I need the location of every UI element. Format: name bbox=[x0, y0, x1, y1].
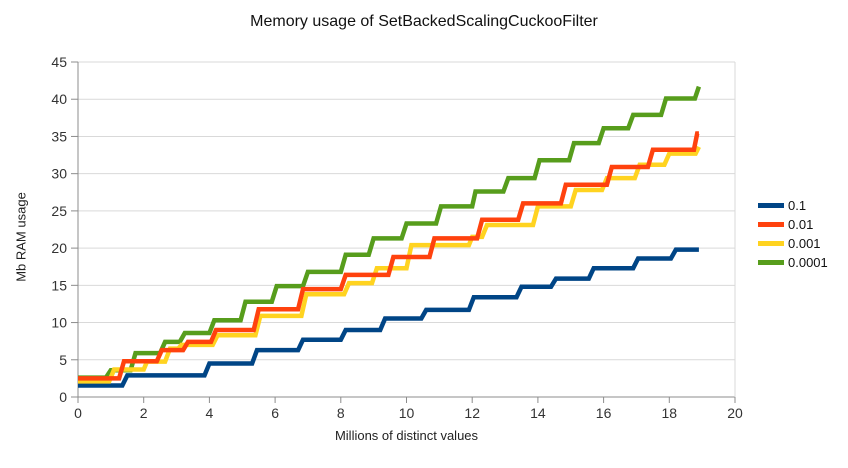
x-tick-label: 18 bbox=[662, 405, 678, 421]
y-tick-label: 20 bbox=[51, 240, 67, 256]
x-tick-label: 6 bbox=[271, 405, 279, 421]
x-tick-label: 20 bbox=[727, 405, 743, 421]
x-tick-label: 12 bbox=[464, 405, 480, 421]
series-line-0.01 bbox=[78, 131, 700, 381]
x-tick-label: 16 bbox=[596, 405, 612, 421]
legend-line-swatch bbox=[758, 241, 784, 246]
legend-line-swatch bbox=[758, 203, 784, 208]
x-tick-label: 4 bbox=[206, 405, 214, 421]
series-line-0.1 bbox=[78, 247, 699, 388]
y-tick-label: 40 bbox=[51, 91, 67, 107]
y-tick-label: 25 bbox=[51, 203, 67, 219]
legend-item: 0.001 bbox=[758, 234, 828, 253]
x-tick-label: 10 bbox=[399, 405, 415, 421]
legend-item: 0.01 bbox=[758, 215, 828, 234]
y-tick-label: 35 bbox=[51, 128, 67, 144]
y-tick-label: 30 bbox=[51, 166, 67, 182]
legend-label: 0.0001 bbox=[788, 255, 828, 270]
y-tick-label: 45 bbox=[51, 54, 67, 70]
legend-line-swatch bbox=[758, 260, 784, 265]
y-tick-label: 5 bbox=[59, 352, 67, 368]
legend-label: 0.1 bbox=[788, 198, 807, 213]
x-axis-title: Millions of distinct values bbox=[334, 428, 479, 443]
x-tick-label: 14 bbox=[530, 405, 546, 421]
y-tick-label: 0 bbox=[59, 389, 67, 405]
legend-item: 0.0001 bbox=[758, 253, 828, 272]
legend-line-swatch bbox=[758, 222, 784, 227]
legend-item: 0.1 bbox=[758, 196, 828, 215]
x-tick-label: 2 bbox=[140, 405, 148, 421]
legend-label: 0.01 bbox=[788, 217, 814, 232]
x-tick-label: 0 bbox=[74, 405, 82, 421]
y-tick-label: 15 bbox=[51, 277, 67, 293]
series-line-0.0001 bbox=[78, 85, 702, 380]
legend-label: 0.001 bbox=[788, 236, 821, 251]
chart-title: Memory usage of SetBackedScalingCuckooFi… bbox=[250, 13, 598, 30]
legend: 0.1 0.01 0.001 0.0001 bbox=[758, 196, 828, 272]
x-tick-label: 8 bbox=[337, 405, 345, 421]
y-tick-label: 10 bbox=[51, 315, 67, 331]
